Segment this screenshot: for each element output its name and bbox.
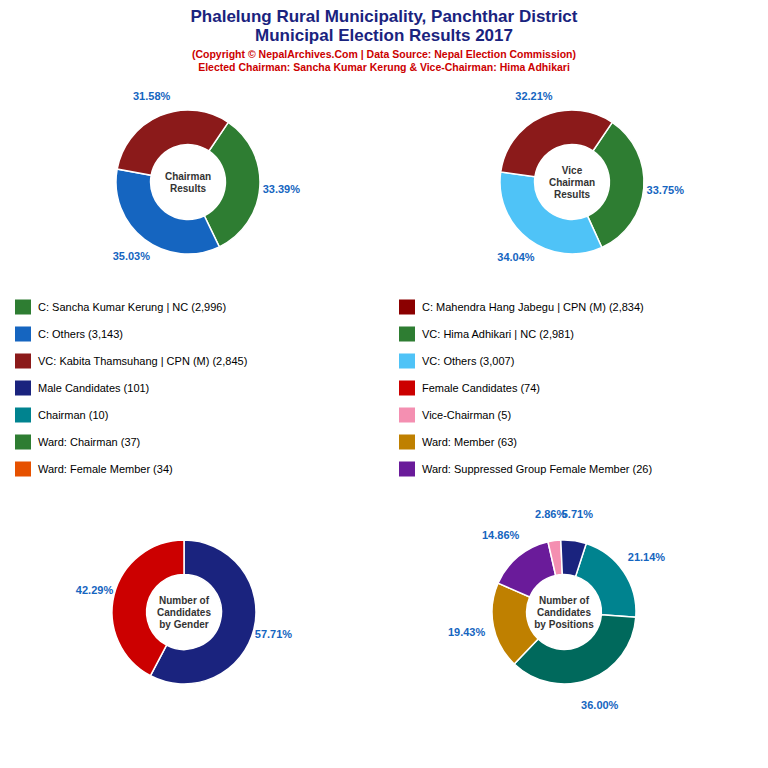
title: Municipal Election Results 2017 — [255, 26, 513, 45]
donut-slice — [116, 169, 219, 254]
data-label: 14.86% — [482, 529, 520, 541]
data-label: 36.00% — [581, 699, 619, 711]
legend-swatch — [399, 327, 415, 342]
data-label: 5.71% — [562, 508, 593, 520]
data-label: 33.39% — [263, 183, 301, 195]
legend-label: Female Candidates (74) — [422, 382, 540, 394]
legend-swatch — [15, 408, 31, 423]
legend-label: VC: Others (3,007) — [422, 355, 514, 367]
data-label: 21.14% — [628, 551, 666, 563]
legend-label: Ward: Member (63) — [422, 436, 517, 448]
data-label: 57.71% — [255, 628, 293, 640]
legend-swatch — [399, 354, 415, 369]
legend-label: VC: Kabita Thamsuhang | CPN (M) (2,845) — [38, 355, 247, 367]
subtitle: (Copyright © NepalArchives.Com | Data So… — [192, 48, 576, 60]
center-title: ViceChairmanResults — [549, 165, 595, 200]
donut-chart — [500, 110, 644, 254]
center-title: Number ofCandidatesby Gender — [157, 595, 211, 630]
legend-swatch — [399, 435, 415, 450]
legend-label: Ward: Female Member (34) — [38, 463, 173, 475]
legend-label: VC: Hima Adhikari | NC (2,981) — [422, 328, 574, 340]
legend-swatch — [399, 462, 415, 477]
subtitle: Elected Chairman: Sancha Kumar Kerung & … — [198, 61, 570, 73]
legend-swatch — [399, 408, 415, 423]
title: Phalelung Rural Municipality, Panchthar … — [191, 7, 578, 26]
legend-label: Male Candidates (101) — [38, 382, 149, 394]
data-label: 42.29% — [76, 584, 114, 596]
legend-swatch — [15, 354, 31, 369]
donut-chart — [116, 110, 260, 254]
data-label: 31.58% — [133, 90, 171, 102]
donut-slice — [500, 172, 602, 254]
donut-slice — [498, 542, 556, 597]
legend-swatch — [15, 300, 31, 315]
donut-chart — [112, 540, 256, 684]
legend-label: Vice-Chairman (5) — [422, 409, 511, 421]
chart-canvas: Phalelung Rural Municipality, Panchthar … — [0, 0, 768, 768]
legend-swatch — [399, 300, 415, 315]
legend-label: Chairman (10) — [38, 409, 108, 421]
background — [0, 0, 768, 768]
legend-swatch — [15, 435, 31, 450]
legend-label: C: Mahendra Hang Jabegu | CPN (M) (2,834… — [422, 301, 644, 313]
data-label: 34.04% — [497, 251, 535, 263]
donut-chart — [492, 540, 636, 684]
legend-swatch — [15, 381, 31, 396]
data-label: 35.03% — [113, 250, 151, 262]
center-title: ChairmanResults — [165, 171, 211, 194]
center-title: Number ofCandidatesby Positions — [534, 595, 594, 630]
legend-label: Ward: Chairman (37) — [38, 436, 140, 448]
legend-swatch — [399, 381, 415, 396]
legend: C: Sancha Kumar Kerung | NC (2,996) C: Ot… — [15, 300, 652, 477]
donut-slice — [501, 110, 613, 177]
donut-slice — [117, 110, 228, 175]
data-label: 19.43% — [448, 626, 486, 638]
legend-label: C: Others (3,143) — [38, 328, 123, 340]
donut-slice — [548, 540, 562, 575]
donut-slice — [561, 540, 586, 576]
legend-swatch — [15, 327, 31, 342]
legend-label: C: Sancha Kumar Kerung | NC (2,996) — [38, 301, 226, 313]
data-label: 32.21% — [515, 90, 553, 102]
data-label: 33.75% — [647, 184, 685, 196]
donut-slice — [514, 615, 636, 684]
legend-label: Ward: Suppressed Group Female Member (26… — [422, 463, 652, 475]
legend-swatch — [15, 462, 31, 477]
